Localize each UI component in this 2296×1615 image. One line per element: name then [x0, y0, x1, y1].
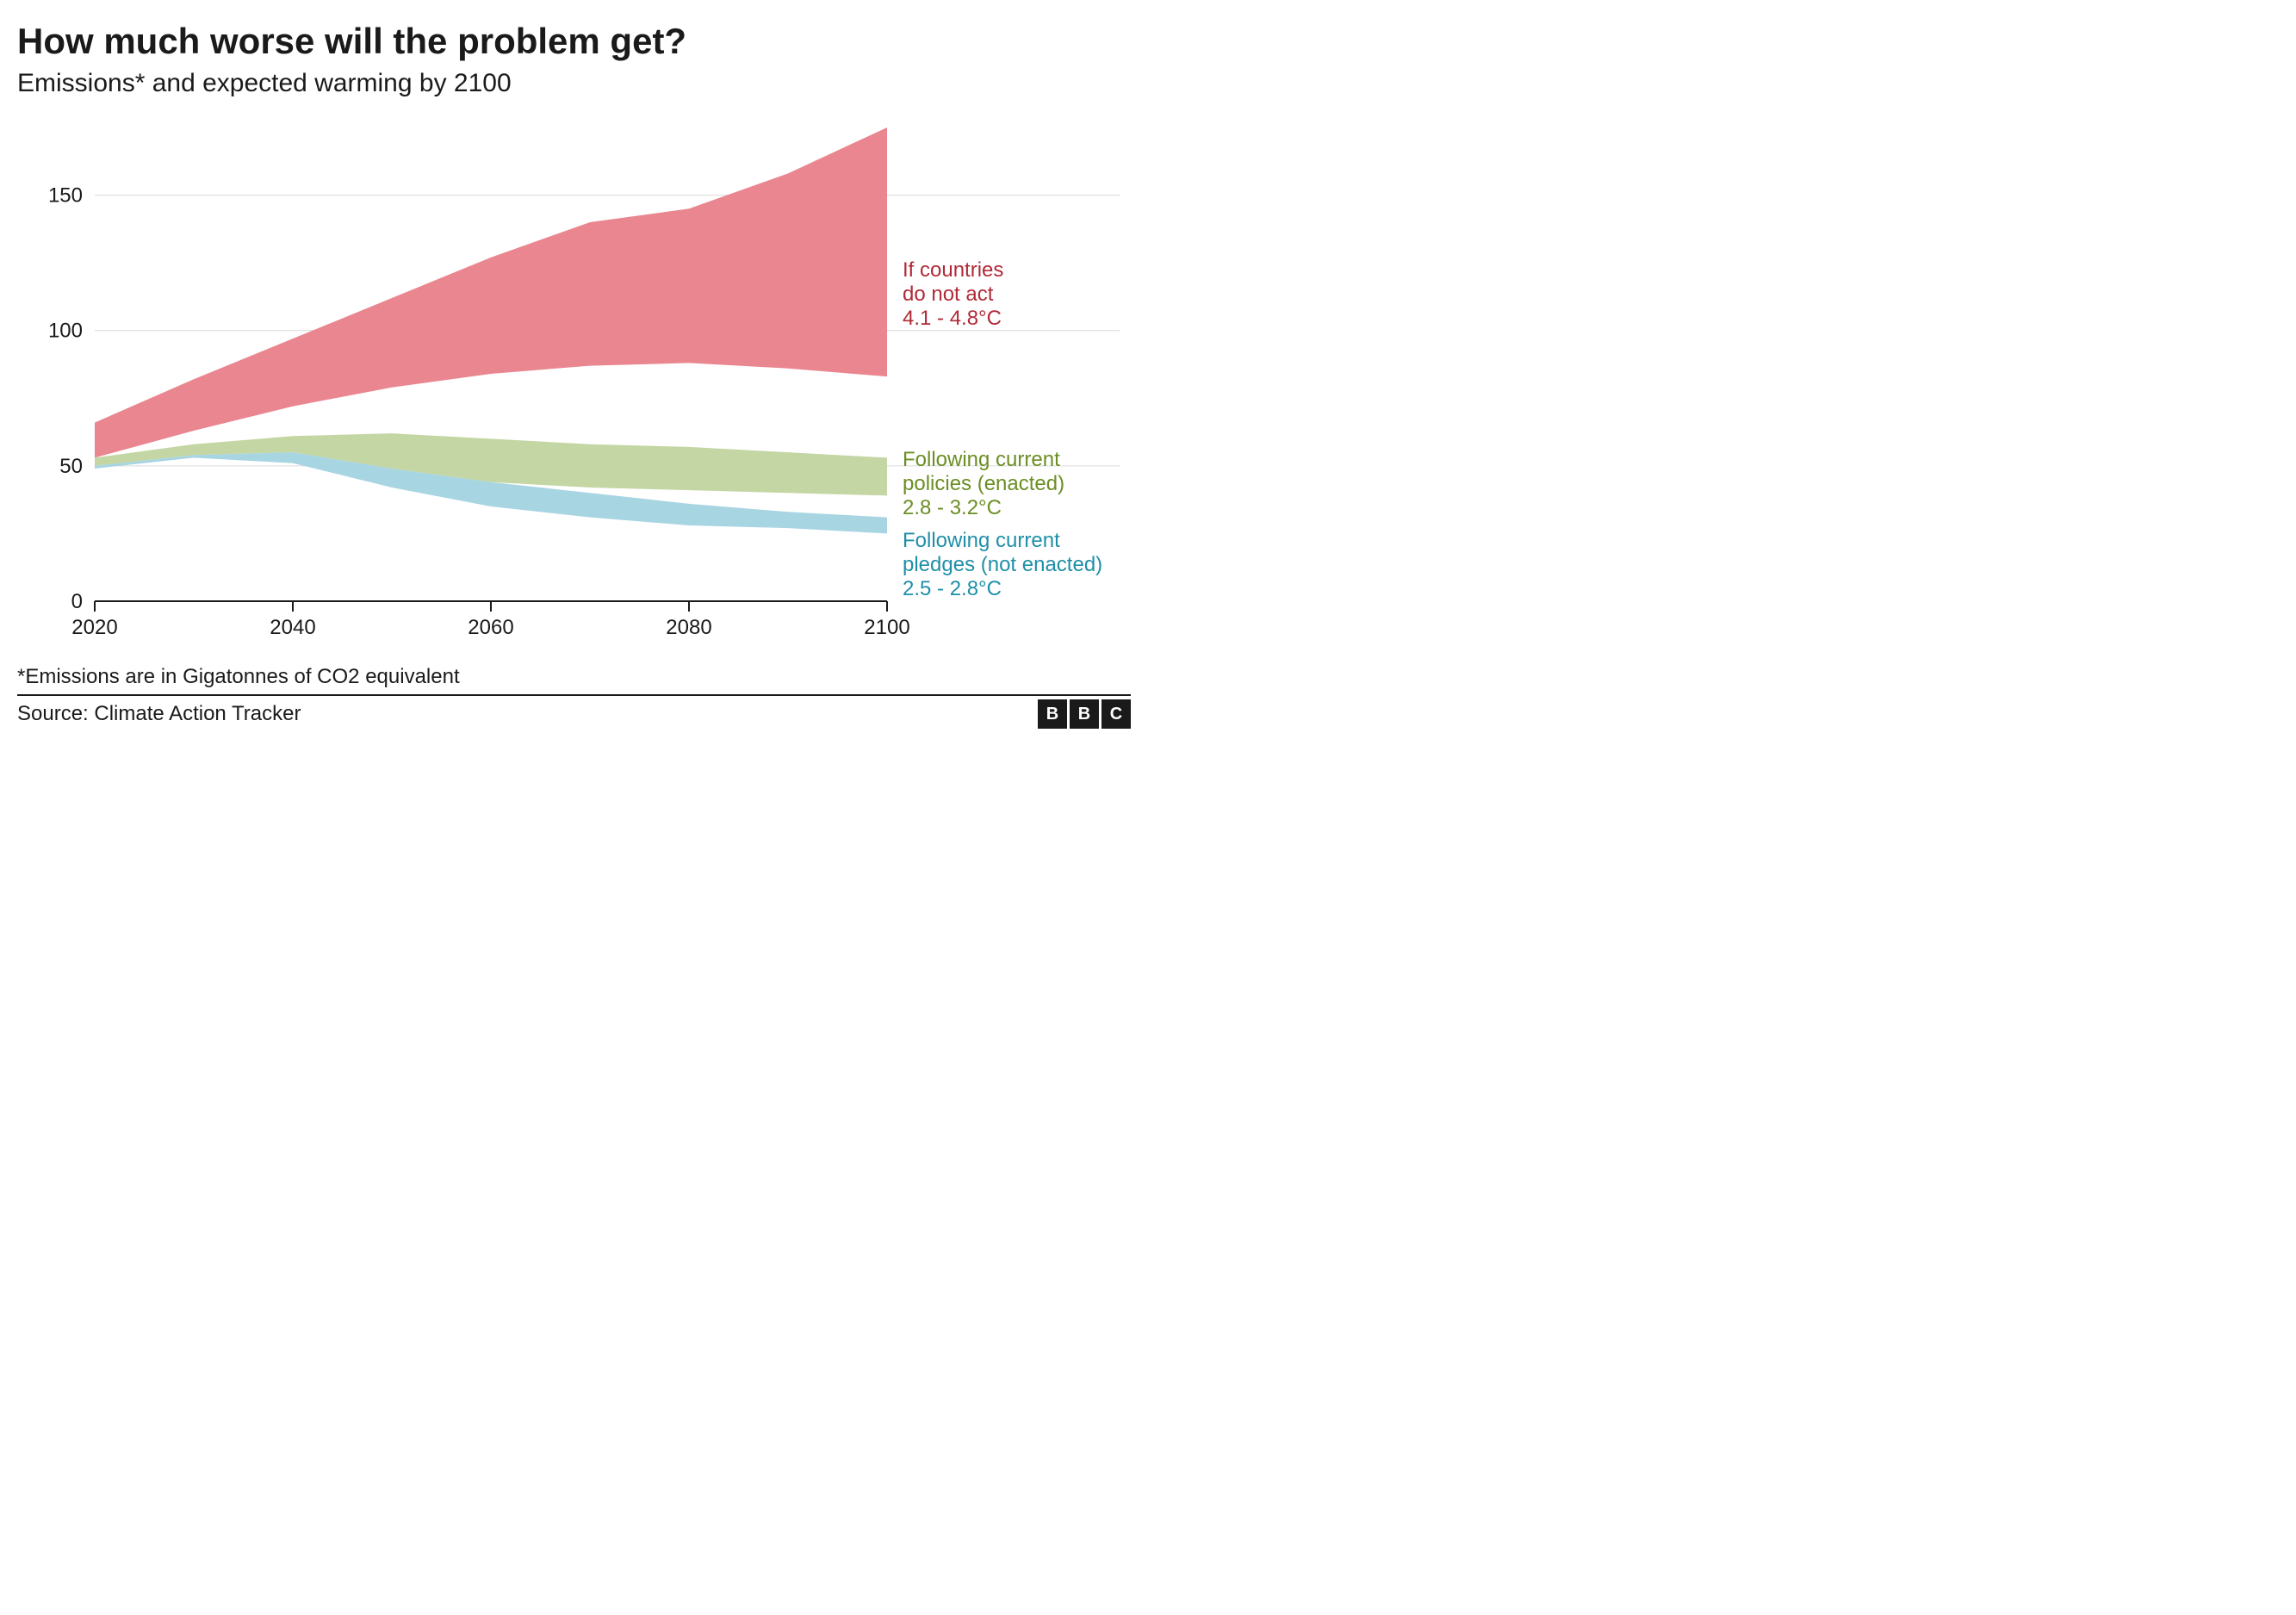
- y-tick-label: 150: [48, 184, 83, 208]
- chart-source: Source: Climate Action Tracker: [17, 702, 301, 726]
- legend-line: If countries: [903, 258, 1003, 282]
- legend-line: policies (enacted): [903, 472, 1064, 495]
- bbc-logo-letter: B: [1070, 699, 1099, 729]
- y-tick-label: 50: [59, 455, 83, 478]
- legend-no_action: If countriesdo not act4.1 - 4.8°C: [903, 258, 1003, 330]
- bbc-logo: B B C: [1035, 699, 1131, 729]
- legend-current_pledges: Following currentpledges (not enacted)2.…: [903, 529, 1102, 600]
- legend-line: 2.8 - 3.2°C: [903, 496, 1002, 519]
- legend-line: 2.5 - 2.8°C: [903, 577, 1002, 600]
- chart-area: 0 50 100 150 2020 2040 2060 2080 2100 If countrie…: [17, 119, 1131, 653]
- series-band-no_action: [95, 127, 887, 457]
- legend-line: Following current: [903, 448, 1060, 471]
- chart-subtitle: Emissions* and expected warming by 2100: [17, 69, 1131, 98]
- x-tick-label: 2020: [71, 616, 117, 636]
- x-tick-label: 2040: [270, 616, 315, 636]
- x-tick-label: 2080: [666, 616, 711, 636]
- footer-row: Source: Climate Action Tracker B B C: [17, 696, 1131, 729]
- legend-line: pledges (not enacted): [903, 553, 1102, 576]
- legend-current_policies: Following currentpolicies (enacted)2.8 -…: [903, 448, 1064, 519]
- chart-title: How much worse will the problem get?: [17, 21, 1131, 62]
- bbc-logo-letter: C: [1101, 699, 1131, 729]
- legend-line: do not act: [903, 283, 994, 306]
- bbc-logo-letter: B: [1038, 699, 1067, 729]
- x-tick-label: 2060: [468, 616, 513, 636]
- emissions-chart-svg: 0 50 100 150 2020 2040 2060 2080 2100 If countrie…: [17, 119, 1128, 636]
- y-tick-label: 0: [71, 590, 83, 613]
- legend-line: Following current: [903, 529, 1060, 552]
- x-tick-label: 2100: [864, 616, 909, 636]
- y-tick-label: 100: [48, 320, 83, 343]
- legend-line: 4.1 - 4.8°C: [903, 307, 1002, 330]
- chart-footnote: *Emissions are in Gigatonnes of CO2 equi…: [17, 665, 1131, 689]
